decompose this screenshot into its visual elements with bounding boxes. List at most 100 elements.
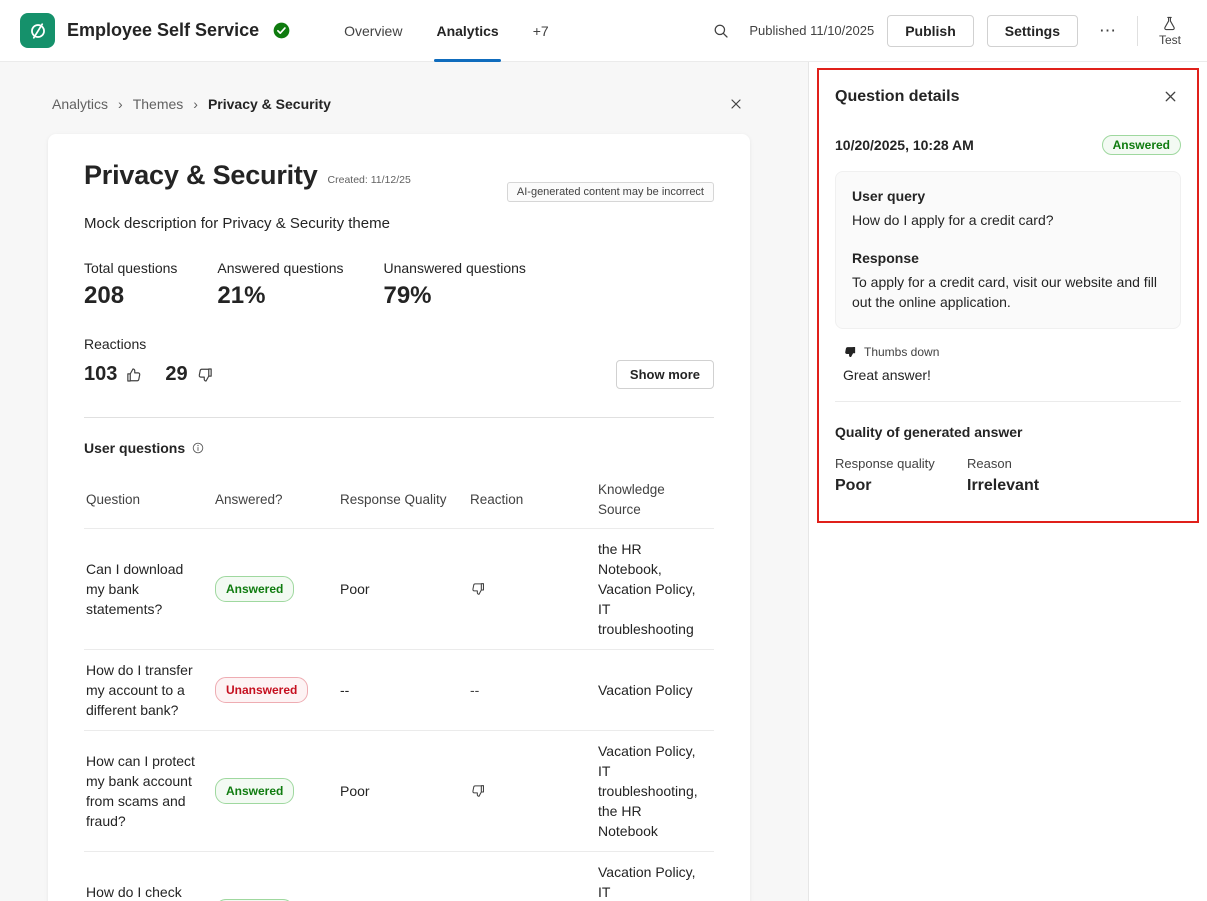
answered-cell: Unanswered	[215, 677, 340, 703]
page-body: Analytics › Themes › Privacy & Security Priv…	[0, 62, 1207, 901]
question-text: How can I protect my bank account from s…	[86, 753, 195, 829]
question-timestamp: 10/20/2025, 10:28 AM	[835, 137, 974, 153]
reaction-cell: --	[470, 682, 480, 698]
response-quality-cell: Poor	[340, 581, 370, 597]
reaction-cell	[470, 783, 598, 799]
thumbs-down-icon	[470, 581, 486, 597]
breadcrumb-item[interactable]: Analytics	[52, 96, 109, 112]
more-options-button[interactable]: ⋯	[1091, 17, 1124, 45]
test-flask-icon	[1161, 15, 1178, 32]
theme-description: Mock description for Privacy & Security …	[84, 215, 390, 232]
stat-unanswered-questions: Unanswered questions 79%	[383, 260, 526, 309]
col-response-quality: Response Quality	[340, 492, 447, 507]
knowledge-source-cell: Vacation Policy, IT troubleshooting, the…	[598, 864, 696, 900]
section-divider	[84, 417, 714, 418]
reactions-label: Reactions	[84, 336, 147, 352]
knowledge-source-cell: the HR Notebook, Vacation Policy, IT tro…	[598, 541, 696, 637]
response-text: To apply for a credit card, visit our we…	[852, 274, 1158, 310]
answered-cell: Answered	[215, 778, 340, 804]
question-row[interactable]: How do I check my account balance? Answe…	[84, 851, 714, 901]
question-row[interactable]: Can I download my bank statements? Answe…	[84, 528, 714, 649]
col-knowledge-source: Knowledge Source	[598, 482, 665, 517]
ai-disclaimer-badge: AI-generated content may be incorrect	[506, 182, 714, 202]
question-details-panel: Question details 10/20/2025, 10:28 AM An…	[808, 62, 1207, 901]
dislikes-count: 29	[165, 363, 188, 385]
answered-badge: Answered	[215, 576, 295, 602]
reason-field: Reason Irrelevant	[967, 456, 1181, 495]
col-question: Question	[86, 492, 141, 507]
knowledge-source-cell: Vacation Policy	[598, 682, 693, 698]
thumbs-down-icon	[196, 366, 214, 384]
breadcrumb-item: Privacy & Security	[207, 96, 331, 112]
response-quality-cell: Poor	[340, 783, 370, 799]
topbar-divider	[1136, 15, 1138, 46]
app-title: Employee Self Service	[67, 20, 260, 40]
answered-cell: Answered	[215, 899, 340, 901]
answered-cell: Answered	[215, 576, 340, 602]
question-text: How do I check my account balance?	[86, 884, 182, 900]
response-label: Response	[852, 250, 919, 266]
breadcrumb-item[interactable]: Themes	[132, 96, 184, 112]
app-brand: Employee Self Service	[20, 13, 290, 48]
user-questions-table: Question Answered? Response Quality Reac…	[84, 470, 714, 901]
close-theme-icon[interactable]	[726, 94, 746, 114]
panel-title: Question details	[835, 87, 960, 105]
verified-badge-icon	[273, 22, 290, 39]
col-reaction: Reaction	[470, 492, 524, 507]
question-row[interactable]: How can I protect my bank account from s…	[84, 730, 714, 851]
reaction-cell	[470, 581, 598, 597]
thumbs-down-filled-icon	[843, 345, 857, 359]
publish-button[interactable]: Publish	[887, 14, 974, 47]
question-row[interactable]: How do I transfer my account to a differ…	[84, 649, 714, 730]
feedback-comment: Great answer!	[843, 367, 931, 383]
info-icon[interactable]	[191, 441, 205, 455]
quality-section-title: Quality of generated answer	[835, 424, 1023, 440]
tab-analytics[interactable]: Analytics	[424, 0, 510, 62]
response-quality-cell: --	[340, 682, 350, 698]
tab-7[interactable]: +7	[521, 0, 561, 62]
settings-button[interactable]: Settings	[986, 14, 1078, 47]
theme-card: Privacy & Security Created: 11/12/25 AI-…	[48, 134, 750, 901]
stats-row: Total questions 208 Answered questions 2…	[84, 260, 714, 310]
table-header-row: Question Answered? Response Quality Reac…	[84, 470, 714, 528]
thumbs-up-icon	[125, 366, 143, 384]
tab-overview[interactable]: Overview	[332, 0, 414, 62]
created-date: Created: 11/12/25	[327, 174, 411, 186]
analytics-main: Analytics › Themes › Privacy & Security Priv…	[0, 62, 808, 901]
breadcrumb-separator: ›	[118, 96, 123, 112]
annotation-highlight-panel: Question details 10/20/2025, 10:28 AM An…	[817, 68, 1199, 523]
breadcrumb: Analytics › Themes › Privacy & Security	[52, 96, 331, 112]
answered-badge: Unanswered	[215, 677, 309, 703]
status-badge: Answered	[1101, 135, 1181, 155]
test-button[interactable]: Test	[1151, 13, 1189, 49]
test-label: Test	[1158, 32, 1181, 47]
app-logo-icon	[20, 13, 55, 48]
response-quality-label: Response quality	[835, 456, 935, 471]
reason-label: Reason	[967, 456, 1012, 471]
page-title: Privacy & Security	[84, 160, 318, 190]
col-answered: Answered?	[215, 492, 283, 507]
breadcrumb-row: Analytics › Themes › Privacy & Security	[0, 62, 808, 114]
published-status: Published 11/10/2025	[749, 23, 875, 38]
reactions-block: Reactions 103 29 Show more	[84, 336, 714, 389]
user-questions-title: User questions	[84, 440, 186, 456]
breadcrumb-separator: ›	[193, 96, 198, 112]
question-text: How do I transfer my account to a differ…	[86, 662, 193, 718]
likes-count: 103	[84, 363, 118, 385]
stat-total-questions: Total questions 208	[84, 260, 178, 309]
close-panel-icon[interactable]	[1160, 86, 1181, 107]
response-quality-value: Poor	[835, 477, 872, 494]
user-query-text: How do I apply for a credit card?	[852, 212, 1054, 228]
thumbs-down-icon	[470, 783, 486, 799]
topbar: Employee Self Service Overview Analytics +…	[0, 0, 1207, 62]
show-more-button[interactable]: Show more	[615, 360, 714, 389]
question-text: Can I download my bank statements?	[86, 561, 184, 617]
topbar-actions: Published 11/10/2025 Publish Settings ⋯ …	[706, 13, 1189, 49]
feedback-section: Thumbs down Great answer!	[835, 329, 1181, 402]
top-nav: Overview Analytics +7	[332, 0, 561, 62]
user-query-label: User query	[852, 188, 926, 204]
search-icon[interactable]	[706, 16, 736, 46]
feedback-type-label: Thumbs down	[864, 345, 940, 359]
query-response-card: User query How do I apply for a credit c…	[835, 171, 1181, 329]
answered-badge: Answered	[215, 778, 295, 804]
